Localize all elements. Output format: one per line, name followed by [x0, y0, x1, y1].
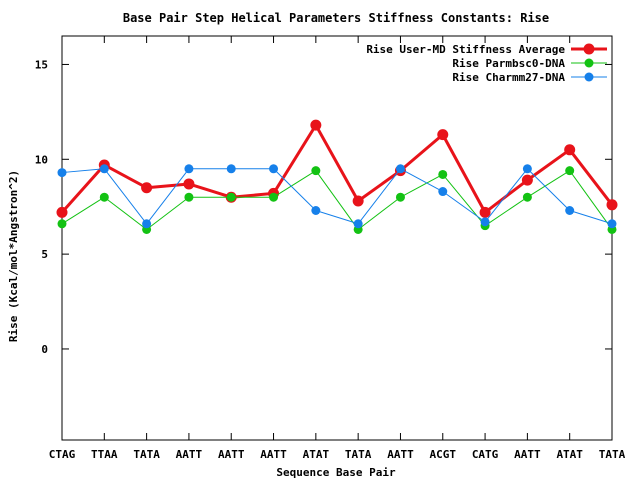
data-point [56, 206, 68, 218]
data-point [99, 164, 109, 174]
data-point [437, 129, 449, 141]
x-tick-label: AATT [260, 448, 287, 461]
data-point [395, 164, 405, 174]
data-point [352, 195, 364, 207]
data-point [183, 178, 195, 190]
data-point [57, 219, 67, 229]
data-point [607, 219, 617, 229]
series-line [61, 168, 613, 225]
legend-marker [584, 72, 594, 82]
data-point [184, 164, 194, 174]
x-tick-label: AATT [387, 448, 414, 461]
data-point [565, 166, 575, 176]
series-line [60, 123, 614, 214]
y-tick-label: 5 [41, 248, 48, 261]
y-tick-label: 10 [35, 153, 48, 166]
x-tick-label: ATAT [556, 448, 583, 461]
data-point [226, 192, 236, 202]
data-point [438, 169, 448, 179]
data-point [479, 206, 491, 218]
legend-label: Rise Parmbsc0-DNA [452, 57, 565, 70]
data-point [226, 164, 236, 174]
x-axis-label: Sequence Base Pair [276, 466, 396, 479]
data-point [269, 164, 279, 174]
x-tick-label: ACGT [430, 448, 457, 461]
plot-frame [61, 35, 613, 441]
x-tick-label: ATAT [303, 448, 330, 461]
data-point [395, 192, 405, 202]
data-point [521, 174, 533, 186]
x-axis-ticks: CTAG TTAA TATA AATT AATT AATT ATAT TATA AATT ACGT… [49, 36, 626, 461]
y-tick-label: 15 [35, 58, 48, 71]
plot-border [61, 35, 613, 441]
data-point [269, 192, 279, 202]
x-tick-label: CTAG [49, 448, 76, 461]
x-tick-label: AATT [176, 448, 203, 461]
x-tick-label: TTAA [91, 448, 118, 461]
data-point [141, 182, 153, 194]
y-axis-label: Rise (Kcal/mol*Angstron^2) [7, 170, 20, 342]
data-point [311, 166, 321, 176]
chart-title: Base Pair Step Helical Parameters Stiffn… [123, 11, 549, 25]
data-point [564, 144, 576, 156]
series-1 [56, 119, 618, 218]
data-point [480, 217, 490, 227]
data-point [438, 187, 448, 197]
x-tick-label: TATA [133, 448, 160, 461]
data-point [522, 164, 532, 174]
data-point [184, 192, 194, 202]
data-point [310, 119, 322, 131]
legend-marker [584, 58, 594, 68]
data-point [57, 168, 67, 178]
data-point [142, 219, 152, 229]
legend-marker [583, 43, 595, 55]
series-lines [56, 119, 618, 234]
legend-label: Rise User-MD Stiffness Average [366, 43, 565, 56]
y-axis-ticks: 0 5 10 15 [35, 58, 612, 356]
data-point [565, 205, 575, 215]
data-point [311, 205, 321, 215]
x-tick-label: TATA [345, 448, 372, 461]
data-point [522, 192, 532, 202]
data-point [353, 219, 363, 229]
x-tick-label: TATA [599, 448, 626, 461]
x-tick-label: AATT [514, 448, 541, 461]
legend-label: Rise Charmm27-DNA [452, 71, 565, 84]
data-point [99, 192, 109, 202]
x-tick-label: CATG [472, 448, 499, 461]
y-tick-label: 0 [41, 343, 48, 356]
x-tick-label: AATT [218, 448, 245, 461]
series-3 [57, 164, 617, 229]
series-line [61, 170, 613, 230]
data-point [606, 199, 618, 211]
